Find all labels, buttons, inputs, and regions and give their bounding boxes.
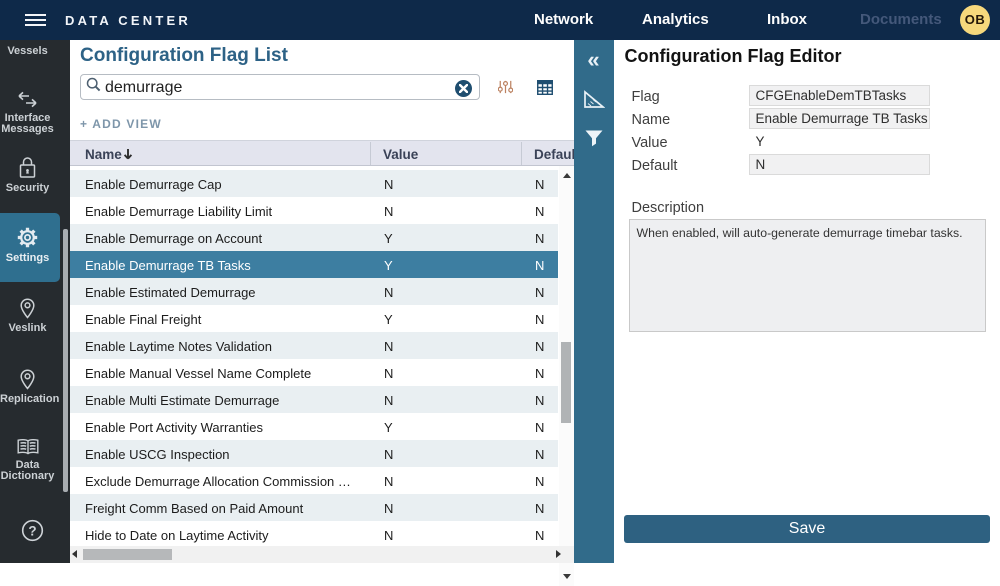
svg-text:?: ? — [28, 523, 36, 538]
